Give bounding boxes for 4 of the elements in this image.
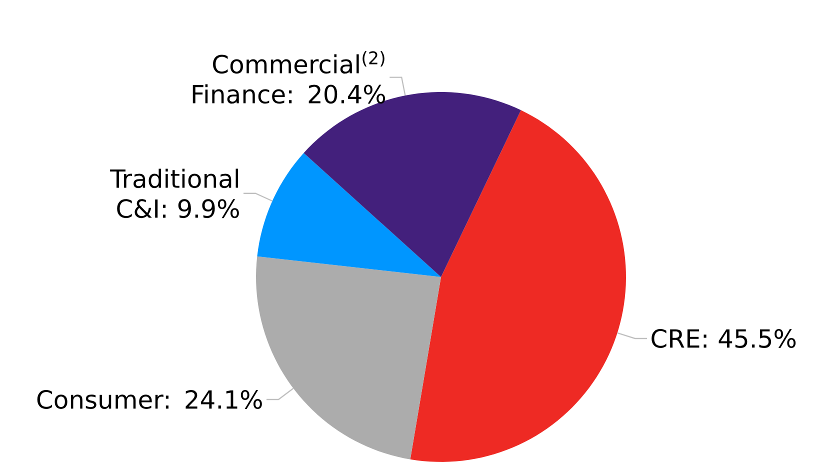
slice-label: Traditional C&I: 9.9% [110, 168, 239, 218]
slice-label: CRE: 45.5% [652, 329, 796, 348]
slice-label: Commercial$^{(2)}$ Finance: 20.4% [192, 50, 386, 104]
slice-label: Consumer: 24.1% [37, 390, 262, 409]
